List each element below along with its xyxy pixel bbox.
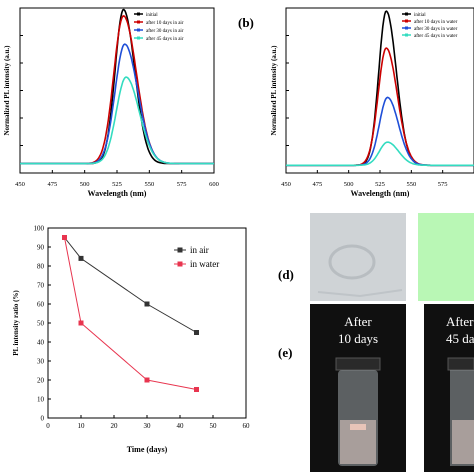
legend-label-c-0: in air [190,245,209,255]
legend-label-b-3: after 45 days in water [414,34,458,39]
x-tick-label-a: 525 [112,181,122,188]
x-tick-label-c: 20 [111,422,119,430]
y-tick-label-c: 60 [37,301,45,309]
spectrum-b-2 [286,96,474,167]
film-photo-uv [418,213,474,301]
legend-label-a-3: after 45 days in air [146,37,184,42]
vial-photo-10-days-line1: After [344,314,372,329]
legend-marker-b-3 [405,33,408,37]
panel-label-b: (b) [238,15,254,30]
legend-marker-c-0 [177,247,183,253]
y-axis-label-a: Normalized PL intensity (a.u.) [3,45,11,136]
data-point-c-0 [144,301,150,307]
x-tick-label-a: 575 [177,181,187,188]
film-photo-ambient-fold [317,289,403,298]
series-line-c-1 [64,237,197,390]
data-point-c-1 [78,320,84,326]
x-tick-label-b: 575 [438,181,448,188]
panel-label-d: (d) [278,267,294,282]
y-tick-label-c: 10 [37,396,45,404]
x-tick-label-b: 550 [406,181,416,188]
pl-ratio-time-chart: 0 10 20 30 40 50 60 Time (days) PL intensity rat… [12,225,250,455]
legend-marker-b-0 [405,12,408,16]
y-tick-label-c: 0 [41,415,45,423]
legend-label-c-1: in water [190,259,219,269]
x-tick-label-c: 0 [46,422,50,430]
x-tick-label-a: 450 [15,181,25,188]
legend-marker-c-1 [177,261,183,267]
spectrum-b-3 [286,141,474,167]
vial-10-days [335,357,381,466]
y-tick-label-c: 50 [37,320,45,328]
y-tick-label-c: 100 [34,225,45,233]
x-tick-label-c: 40 [177,422,185,430]
legend-marker-a-1 [137,20,140,24]
x-tick-label-b: 500 [344,181,354,188]
spectrum-a-3 [20,76,214,165]
x-tick-label-b: 475 [312,181,322,188]
x-axis-label-c: Time (days) [127,445,168,454]
legend-label-b-1: after 10 days in water [414,20,458,25]
y-tick-label-c: 20 [37,377,45,385]
legend-label-a-1: after 10 days in air [146,21,184,26]
legend-label-a-0: initial [146,13,158,18]
pl-spectra-air-chart: 450 475 500 525 550 575 600 Wavelength (nm) Norm… [3,7,219,198]
y-tick-label-c: 80 [37,263,45,271]
legend-label-b-2: after 30 days in water [414,27,458,32]
vial-photo-10-days-line2: 10 days [338,331,378,346]
legend-label-b-0: initial [414,13,426,18]
data-point-c-0 [194,330,199,335]
y-tick-label-c: 70 [37,282,45,290]
x-tick-label-b: 450 [281,181,291,188]
y-axis-label-b: Normalized PL intensity (a.u.) [270,45,278,136]
panel-label-e: (e) [278,345,292,360]
x-axis-label-a: Wavelength (nm) [88,189,147,198]
vial-photo-45-days-line2: 45 days [446,331,474,346]
data-point-c-1 [194,387,199,392]
x-tick-label-c: 30 [144,422,152,430]
legend-marker-a-0 [137,12,140,16]
x-axis-label-b: Wavelength (nm) [351,189,410,198]
vial-45-days [447,357,474,466]
legend-marker-a-3 [137,36,140,40]
legend-label-a-2: after 30 days in air [146,29,184,34]
x-tick-label-c: 60 [243,422,251,430]
pl-spectra-water-chart: 450 475 500 525 550 575 Wavelength (nm) Normali… [270,7,474,198]
x-tick-label-a: 475 [47,181,57,188]
plot-frame-c [47,227,247,419]
y-tick-label-c: 40 [37,339,45,347]
series-line-c-0 [64,237,197,333]
x-tick-label-c: 10 [78,422,86,430]
data-point-c-1 [62,235,67,240]
y-axis-label-c: PL intensity ratio (%) [12,290,20,356]
plot-frame-a [19,7,215,174]
spectrum-a-1 [20,15,214,165]
legend-marker-b-2 [405,26,408,30]
data-point-c-1 [144,377,150,383]
film-photo-ambient-mark [328,244,376,280]
y-tick-label-c: 90 [37,244,45,252]
x-tick-label-b: 525 [375,181,385,188]
spectrum-a-0 [20,8,214,165]
legend-marker-a-2 [137,28,140,32]
film-photo-ambient [310,213,406,301]
data-point-c-0 [78,255,84,261]
plot-frame-b [285,7,474,174]
x-tick-label-a: 600 [209,181,219,188]
vial-photo-45-days-line1: After [446,314,474,329]
x-tick-label-a: 500 [80,181,90,188]
x-tick-label-a: 550 [144,181,154,188]
legend-marker-b-1 [405,19,408,23]
x-tick-label-c: 50 [210,422,218,430]
y-tick-label-c: 30 [37,358,45,366]
